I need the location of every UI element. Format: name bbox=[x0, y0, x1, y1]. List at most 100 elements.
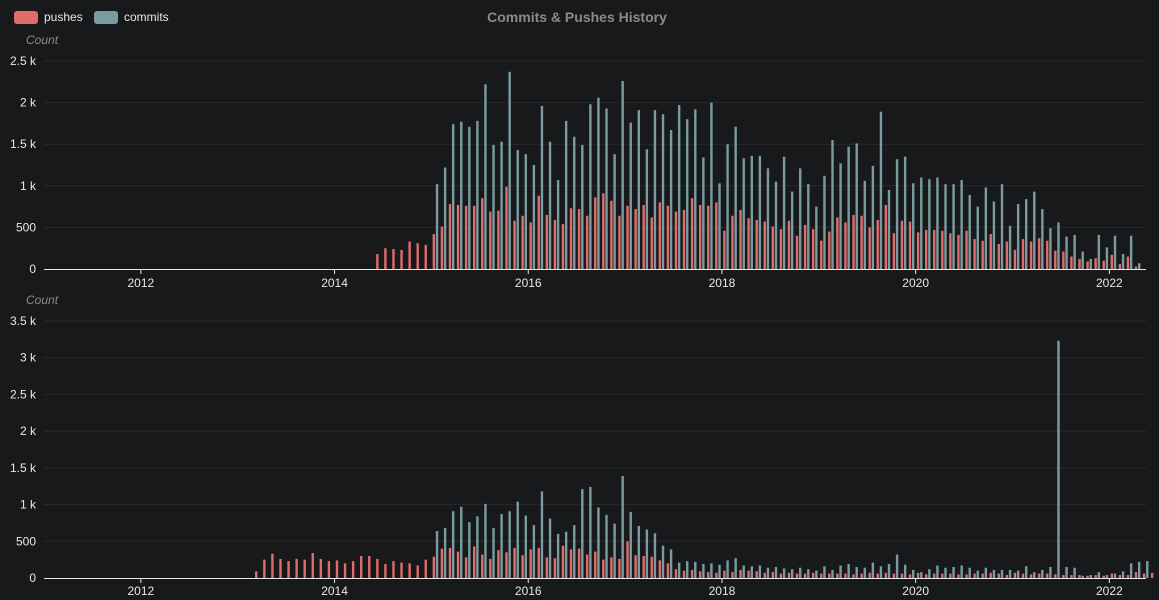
bottom-bar-commits[interactable] bbox=[1105, 575, 1109, 578]
bottom-bar-pushes[interactable] bbox=[868, 572, 871, 578]
bottom-bar-commits[interactable] bbox=[540, 491, 544, 578]
top-bar-commits[interactable] bbox=[1081, 251, 1084, 269]
top-bar-pushes[interactable] bbox=[828, 231, 831, 269]
bottom-bar-commits[interactable] bbox=[1073, 567, 1076, 578]
bottom-bar-pushes[interactable] bbox=[626, 541, 629, 578]
bottom-bar-pushes[interactable] bbox=[763, 572, 766, 578]
top-bar-commits[interactable] bbox=[726, 144, 729, 269]
top-bar-commits[interactable] bbox=[1049, 228, 1052, 269]
bottom-bar-commits[interactable] bbox=[702, 564, 705, 578]
top-bar-commits[interactable] bbox=[1089, 259, 1092, 269]
bottom-bar-pushes[interactable] bbox=[933, 573, 936, 578]
bottom-bar-pushes[interactable] bbox=[1021, 573, 1025, 578]
bottom-bar-pushes[interactable] bbox=[698, 571, 702, 578]
top-bar-commits[interactable] bbox=[847, 146, 850, 269]
top-bar-commits[interactable] bbox=[944, 184, 947, 269]
top-bar-commits[interactable] bbox=[984, 187, 988, 269]
top-bar-pushes[interactable] bbox=[884, 204, 887, 269]
top-bar-commits[interactable] bbox=[492, 145, 495, 269]
bottom-bar-pushes[interactable] bbox=[650, 556, 653, 578]
top-bar-commits[interactable] bbox=[637, 110, 641, 269]
top-bar-commits[interactable] bbox=[815, 206, 818, 269]
bottom-bar-pushes[interactable] bbox=[319, 558, 323, 578]
bottom-bar-commits[interactable] bbox=[653, 533, 657, 578]
bottom-bar-commits[interactable] bbox=[468, 522, 471, 578]
top-bar-commits[interactable] bbox=[556, 179, 560, 269]
bottom-bar-pushes[interactable] bbox=[666, 563, 670, 578]
top-bar-commits[interactable] bbox=[790, 191, 794, 269]
top-bar-pushes[interactable] bbox=[723, 230, 726, 269]
bottom-bar-pushes[interactable] bbox=[311, 553, 314, 578]
bottom-bar-commits[interactable] bbox=[556, 533, 560, 578]
top-bar-pushes[interactable] bbox=[585, 215, 589, 269]
bottom-bar-pushes[interactable] bbox=[448, 547, 452, 578]
bottom-bar-commits[interactable] bbox=[782, 568, 786, 578]
top-bar-pushes[interactable] bbox=[876, 219, 879, 269]
top-bar-pushes[interactable] bbox=[868, 227, 871, 269]
bottom-bar-pushes[interactable] bbox=[852, 574, 855, 578]
top-bar-commits[interactable] bbox=[1121, 254, 1125, 269]
bottom-bar-pushes[interactable] bbox=[1086, 575, 1089, 578]
bottom-bar-commits[interactable] bbox=[1081, 575, 1084, 578]
top-bar-pushes[interactable] bbox=[513, 220, 516, 269]
bottom-bar-pushes[interactable] bbox=[795, 573, 799, 578]
legend[interactable]: pushes commits bbox=[14, 10, 169, 24]
top-bar-commits[interactable] bbox=[799, 168, 802, 269]
bottom-bar-commits[interactable] bbox=[589, 486, 592, 578]
top-bar-pushes[interactable] bbox=[376, 254, 379, 269]
bottom-bar-commits[interactable] bbox=[629, 511, 632, 578]
top-bar-pushes[interactable] bbox=[1126, 256, 1130, 269]
top-bar-commits[interactable] bbox=[839, 163, 842, 269]
bottom-bar-commits[interactable] bbox=[548, 518, 552, 578]
bottom-bar-commits[interactable] bbox=[581, 489, 584, 578]
bottom-bar-commits[interactable] bbox=[573, 525, 576, 578]
bottom-bar-commits[interactable] bbox=[1057, 340, 1060, 578]
legend-item-commits[interactable]: commits bbox=[94, 10, 169, 24]
bottom-bar-pushes[interactable] bbox=[739, 569, 742, 578]
bottom-bar-pushes[interactable] bbox=[327, 561, 331, 578]
bottom-bar-pushes[interactable] bbox=[1005, 575, 1009, 578]
bottom-bar-pushes[interactable] bbox=[263, 559, 266, 578]
top-bar-pushes[interactable] bbox=[1070, 256, 1073, 269]
bottom-bar-pushes[interactable] bbox=[989, 572, 992, 578]
top-bar-pushes[interactable] bbox=[795, 235, 799, 269]
top-bar-pushes[interactable] bbox=[981, 240, 984, 269]
top-bar-commits[interactable] bbox=[960, 179, 963, 269]
top-bar-pushes[interactable] bbox=[844, 222, 847, 269]
top-bar-pushes[interactable] bbox=[1102, 260, 1105, 269]
bottom-bar-pushes[interactable] bbox=[505, 552, 508, 578]
bottom-bar-pushes[interactable] bbox=[973, 573, 976, 578]
top-bar-pushes[interactable] bbox=[1110, 254, 1113, 269]
top-bar-commits[interactable] bbox=[508, 71, 511, 269]
top-bar-commits[interactable] bbox=[468, 126, 471, 269]
bottom-bar-commits[interactable] bbox=[686, 561, 689, 578]
bottom-bar-commits[interactable] bbox=[564, 531, 568, 578]
bottom-bar-pushes[interactable] bbox=[803, 573, 807, 578]
bottom-bar-commits[interactable] bbox=[532, 525, 536, 578]
bottom-bar-commits[interactable] bbox=[863, 567, 866, 578]
top-bar-pushes[interactable] bbox=[682, 209, 686, 269]
bottom-bar-pushes[interactable] bbox=[360, 555, 363, 578]
top-bar-pushes[interactable] bbox=[771, 226, 775, 269]
bottom-bar-commits[interactable] bbox=[443, 528, 447, 578]
bottom-bar-commits[interactable] bbox=[766, 567, 770, 578]
top-bar-commits[interactable] bbox=[992, 201, 996, 269]
top-bar-pushes[interactable] bbox=[642, 204, 645, 269]
top-bar-commits[interactable] bbox=[645, 149, 649, 269]
bottom-bar-pushes[interactable] bbox=[924, 574, 928, 578]
bottom-bar-commits[interactable] bbox=[976, 570, 979, 578]
bottom-bar-pushes[interactable] bbox=[949, 573, 952, 578]
top-bar-pushes[interactable] bbox=[610, 200, 613, 269]
bottom-bar-pushes[interactable] bbox=[400, 562, 403, 578]
top-bar-pushes[interactable] bbox=[440, 226, 444, 269]
top-bar-pushes[interactable] bbox=[965, 230, 968, 269]
bottom-bar-commits[interactable] bbox=[694, 561, 697, 578]
top-bar-commits[interactable] bbox=[621, 80, 624, 269]
bottom-bar-pushes[interactable] bbox=[1070, 575, 1073, 578]
bottom-bar-commits[interactable] bbox=[645, 529, 649, 578]
top-bar-pushes[interactable] bbox=[602, 193, 605, 269]
bottom-bar-pushes[interactable] bbox=[561, 545, 565, 578]
bottom-bar-pushes[interactable] bbox=[585, 554, 589, 579]
bottom-bar-pushes[interactable] bbox=[569, 549, 573, 578]
top-bar-commits[interactable] bbox=[564, 120, 568, 270]
